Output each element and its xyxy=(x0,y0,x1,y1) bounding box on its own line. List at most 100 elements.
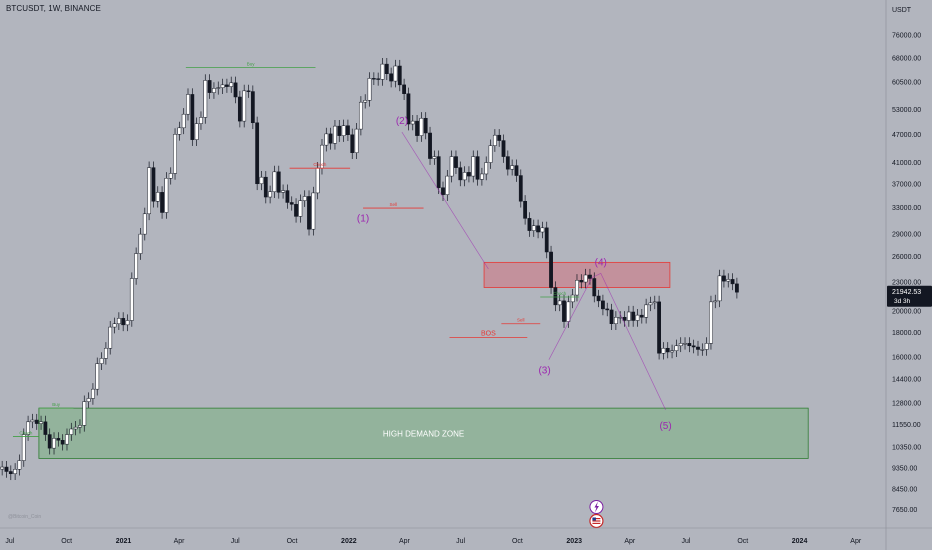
price-tick: 33000.00 xyxy=(892,205,921,212)
candle-up xyxy=(557,300,562,306)
candle xyxy=(393,59,398,88)
candle xyxy=(250,85,255,130)
candle-up xyxy=(52,438,56,449)
candle-down xyxy=(639,314,644,318)
candle-up xyxy=(125,320,130,326)
candle-down xyxy=(441,187,445,195)
candle-down xyxy=(60,440,65,445)
candle-down xyxy=(592,278,597,297)
candle xyxy=(285,184,290,209)
candle xyxy=(492,129,497,152)
candle xyxy=(324,127,329,152)
time-tick: Apr xyxy=(399,538,411,545)
candle xyxy=(471,150,476,183)
candle-up xyxy=(652,301,657,304)
candle xyxy=(657,295,661,360)
candle xyxy=(108,320,113,355)
candle xyxy=(445,169,450,201)
price-tick: 7650.00 xyxy=(892,507,917,514)
candle-up xyxy=(704,343,709,350)
candle xyxy=(384,58,389,81)
candle xyxy=(112,317,117,334)
price-tick: 16000.00 xyxy=(892,355,921,362)
candle-down xyxy=(376,78,381,80)
candle xyxy=(164,172,169,219)
candle-up xyxy=(147,167,151,215)
candle-up xyxy=(419,117,424,136)
candle xyxy=(674,339,679,358)
candle xyxy=(467,166,471,183)
candle xyxy=(99,352,104,370)
candle xyxy=(259,171,264,191)
price-tick: 47000.00 xyxy=(892,132,921,139)
price-tick: 60500.00 xyxy=(892,80,921,87)
price-tick: 26000.00 xyxy=(892,254,921,261)
candle-up xyxy=(449,156,454,177)
candle xyxy=(307,190,311,236)
price-tick: 29000.00 xyxy=(892,232,921,239)
candle xyxy=(678,337,683,353)
candle-up xyxy=(69,428,74,435)
candle-up xyxy=(268,191,273,198)
candle xyxy=(13,463,18,481)
candle-up xyxy=(199,117,203,124)
candle-down xyxy=(609,309,614,324)
candle-up xyxy=(683,343,687,345)
candle-up xyxy=(173,134,177,174)
time-tick: Jul xyxy=(231,538,240,545)
candle xyxy=(557,294,562,312)
candle-up xyxy=(709,301,713,344)
candle-up xyxy=(281,190,285,193)
candle xyxy=(30,413,35,429)
price-tick: 9350.00 xyxy=(892,466,917,473)
price-tick: 20000.00 xyxy=(892,308,921,315)
candle xyxy=(181,108,186,135)
price-tick: 37000.00 xyxy=(892,181,921,188)
candle xyxy=(207,74,212,99)
candle xyxy=(423,112,428,140)
candle xyxy=(389,67,394,88)
candle-up xyxy=(648,302,653,306)
candle xyxy=(298,194,303,223)
price-tick: 11550.00 xyxy=(892,422,921,429)
candle-down xyxy=(233,82,238,98)
candle-up xyxy=(363,100,368,103)
candle-down xyxy=(389,73,394,82)
candle xyxy=(449,150,454,183)
level-label-bos: BOS xyxy=(481,330,496,337)
candle xyxy=(103,342,108,365)
candle-down xyxy=(505,156,510,170)
candle xyxy=(294,198,298,223)
candle-up xyxy=(82,401,87,426)
candle-down xyxy=(371,78,376,80)
candle xyxy=(186,88,190,121)
candle xyxy=(268,185,273,204)
candle-down xyxy=(47,434,52,449)
candle-up xyxy=(134,253,139,279)
price-axis-unit: USDT xyxy=(892,7,912,14)
flag-stripe xyxy=(592,518,601,520)
symbol-title[interactable]: BTCUSDT, 1W, BINANCE xyxy=(6,4,101,13)
level-label-choch: Choch xyxy=(553,291,567,296)
candle xyxy=(553,281,558,312)
candle-up xyxy=(220,84,225,88)
candle-down xyxy=(454,156,458,168)
candle xyxy=(333,120,337,150)
candle xyxy=(263,171,268,204)
candle xyxy=(125,314,130,332)
candle xyxy=(462,166,467,187)
candle xyxy=(212,82,216,99)
candle-down xyxy=(285,190,290,203)
candle-up xyxy=(635,314,640,321)
candle-up xyxy=(713,300,718,303)
candle xyxy=(233,76,238,104)
candle-down xyxy=(497,134,502,141)
candle-up xyxy=(26,421,30,435)
candle-down xyxy=(246,90,251,92)
candle xyxy=(488,139,493,169)
candle-up xyxy=(324,133,329,146)
candle-up xyxy=(116,318,121,324)
candle xyxy=(147,161,151,221)
candle-up xyxy=(186,94,190,115)
